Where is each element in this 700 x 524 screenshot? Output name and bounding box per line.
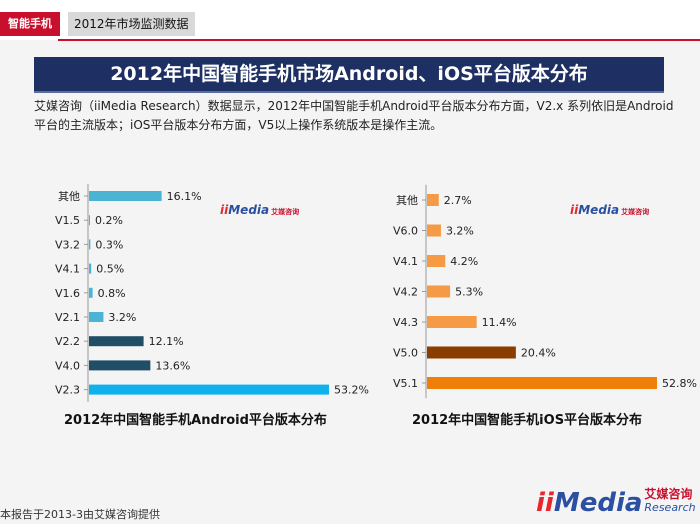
category-label: V5.0 [393, 347, 418, 360]
category-label: V4.2 [393, 286, 418, 299]
category-label: V5.1 [393, 377, 418, 390]
bar [89, 239, 91, 250]
slide-title: 2012年中国智能手机市场Android、iOS平台版本分布 [34, 57, 664, 93]
category-label: V2.3 [55, 384, 80, 397]
category-label: V2.2 [55, 335, 80, 348]
bar [89, 191, 162, 201]
footer-note: 本报告于2013-3由艾媒咨询提供 [0, 508, 160, 521]
intro-text: 艾媒咨询（iiMedia Research）数据显示，2012年中国智能手机An… [34, 99, 674, 132]
category-label: V4.0 [55, 359, 80, 372]
value-label: 0.5% [96, 263, 124, 276]
value-label: 3.2% [446, 225, 474, 238]
bar [427, 224, 441, 237]
bar [89, 312, 104, 322]
bar [427, 316, 477, 328]
bar [89, 287, 93, 298]
value-label: 3.2% [108, 311, 136, 324]
bar [427, 255, 446, 267]
category-label: V6.0 [393, 225, 418, 238]
ios-bar-chart: 其他 2.7% V6.0 3.2% V4.1 4.2% V4.2 5.3% V4.3 11.4% V… [393, 184, 697, 399]
bar [427, 377, 657, 389]
android-bar-chart: 其他 16.1% V1.5 0.2% V3.2 0.3% V4.1 0.5% V1.6 0.8% V… [55, 183, 369, 402]
category-label: 其他 [58, 190, 80, 203]
value-label: 16.1% [167, 190, 202, 203]
value-label: 0.8% [98, 287, 126, 300]
value-label: 2.7% [444, 194, 472, 207]
value-label: 13.6% [155, 359, 190, 372]
category-label: V3.2 [55, 238, 80, 251]
bar [89, 360, 151, 371]
value-label: 0.2% [95, 214, 123, 227]
category-label: V2.1 [55, 311, 80, 324]
section-title: 2012年市场监测数据 [68, 12, 195, 36]
chart-watermark: iiMedia 艾媒咨询 [570, 203, 650, 217]
value-label: 0.3% [95, 238, 123, 251]
ios-chart-title: 2012年中国智能手机iOS平台版本分布 [412, 413, 643, 428]
category-label: V1.6 [55, 287, 80, 300]
header-divider [58, 39, 700, 41]
bar [89, 263, 92, 274]
category-label: 其他 [396, 194, 418, 207]
ios-chart: 其他 2.7% V6.0 3.2% V4.1 4.2% V4.2 5.3% V4.3 11.4% V… [378, 178, 700, 428]
category-label: V4.1 [393, 255, 418, 268]
value-label: 11.4% [482, 316, 517, 329]
top-bar: 智能手机 2012年市场监测数据 [0, 0, 700, 40]
bar [427, 285, 451, 298]
android-chart: 其他 16.1% V1.5 0.2% V3.2 0.3% V4.1 0.5% V1.6 0.8% V… [34, 178, 369, 428]
bar [427, 194, 439, 206]
value-label: 20.4% [521, 347, 556, 360]
value-label: 52.8% [662, 377, 697, 390]
android-chart-title: 2012年中国智能手机Android平台版本分布 [64, 413, 327, 428]
category-tag: 智能手机 [0, 12, 60, 36]
bar [427, 346, 516, 359]
value-label: 53.2% [334, 384, 369, 397]
value-label: 12.1% [149, 335, 184, 348]
value-label: 4.2% [450, 255, 478, 268]
imedia-logo: iiMedia 艾媒咨询 Research [536, 487, 696, 519]
category-label: V1.5 [55, 214, 80, 227]
value-label: 5.3% [455, 286, 483, 299]
chart-watermark: iiMedia 艾媒咨询 [220, 203, 300, 217]
bar [89, 215, 90, 226]
bar [89, 336, 144, 347]
category-label: V4.3 [393, 316, 418, 329]
bar [89, 384, 329, 395]
category-label: V4.1 [55, 263, 80, 276]
